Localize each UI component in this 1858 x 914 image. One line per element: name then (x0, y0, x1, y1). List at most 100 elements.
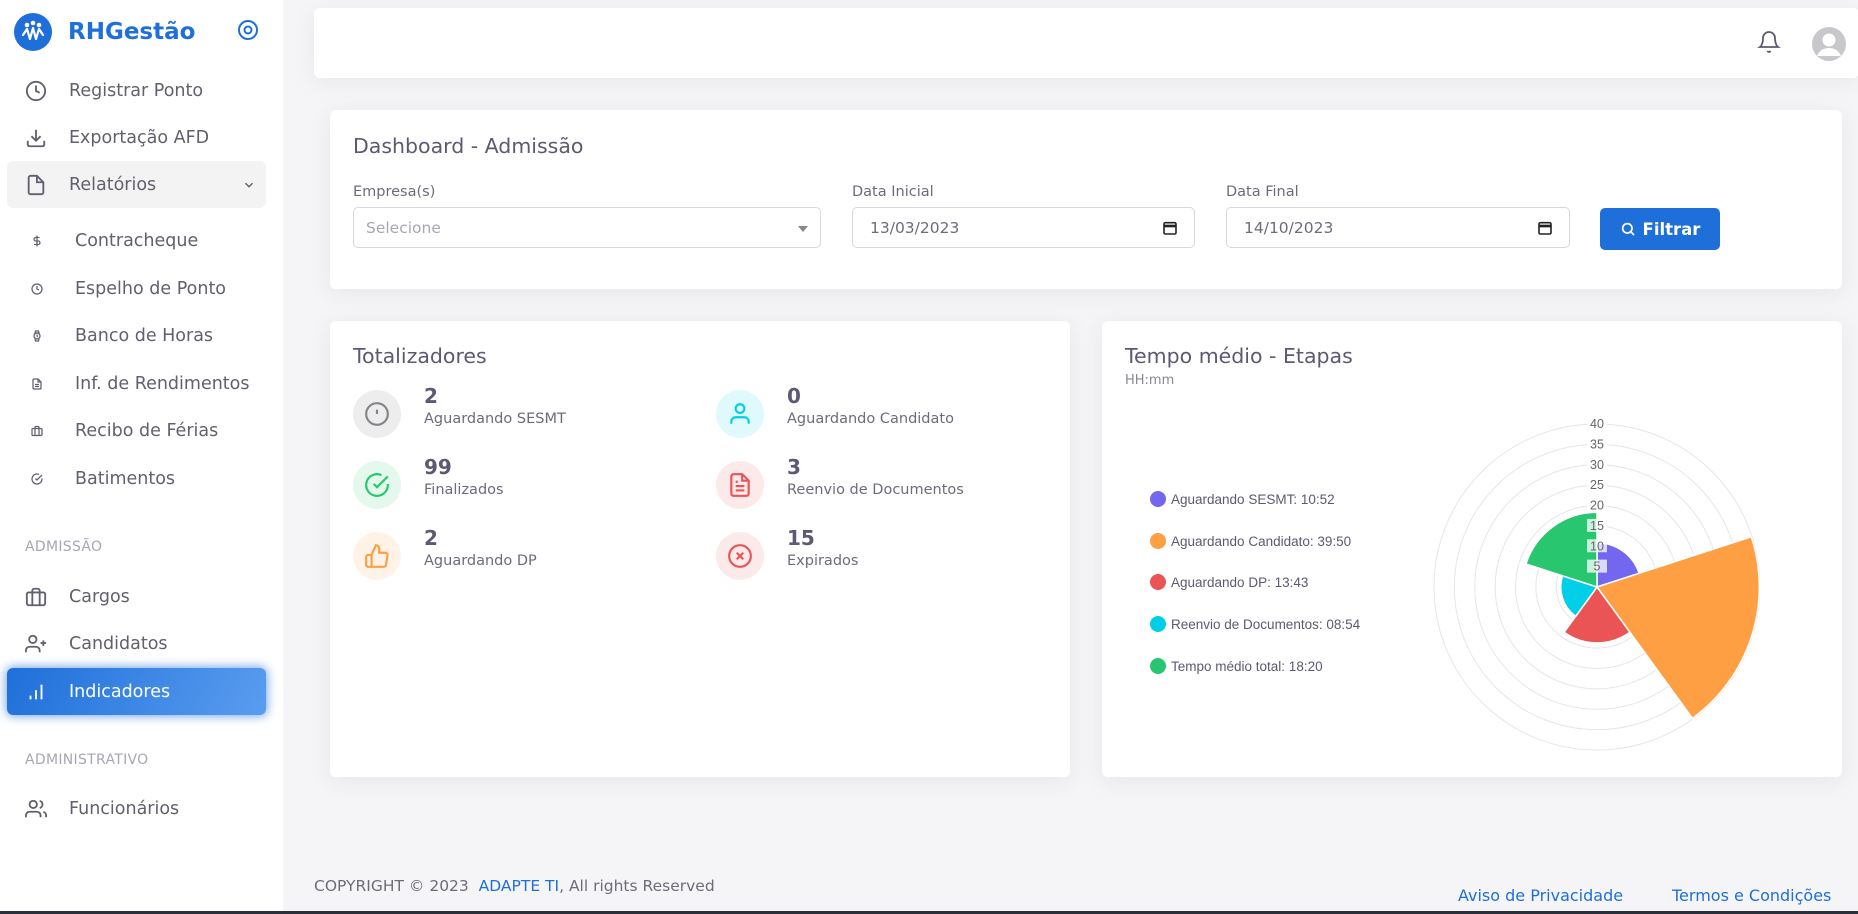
stat-label: Finalizados (424, 482, 504, 498)
sidebar-item-banco-de-horas[interactable]: Banco de Horas (7, 312, 266, 359)
polar-slice (1595, 535, 1760, 720)
stat-value: 2 (424, 526, 438, 550)
clock-icon (23, 78, 49, 104)
tick-label: 15 (1590, 519, 1604, 533)
stat-value: 0 (787, 384, 801, 408)
polar-area-chart: 40 35 30 25 20 15 10 5 (1433, 417, 1760, 751)
tick-label: 35 (1590, 437, 1604, 451)
file-text-icon (30, 377, 44, 391)
brand-logo-icon (14, 13, 52, 51)
tick-label: 30 (1590, 458, 1604, 472)
legend-item-reenvio-de-documentos[interactable]: Reenvio de Documentos: 08:54 (1150, 616, 1360, 632)
tick-label: 5 (1594, 560, 1601, 574)
tick-label-bg (1587, 417, 1607, 430)
sidebar-item-label: Funcionários (69, 798, 180, 819)
legend-item-aguardando-dp[interactable]: Aguardando DP: 13:43 (1150, 574, 1308, 590)
sidebar-item-recibo-de-ferias[interactable]: Recibo de Férias (7, 407, 266, 454)
sidebar-item-label: Inf. de Rendimentos (75, 373, 250, 394)
legend-item-aguardando-sesmt[interactable]: Aguardando SESMT: 10:52 (1150, 491, 1335, 507)
x-circle-icon (716, 532, 764, 580)
filter-card: Dashboard - Admissão (330, 110, 1842, 289)
stat-value: 15 (787, 526, 815, 550)
data-inicial-label: Data Inicial (852, 184, 934, 200)
sidebar-item-label: Candidatos (69, 633, 168, 654)
legend-label: Tempo médio total: 18:20 (1171, 658, 1323, 674)
data-inicial-input[interactable]: 13/03/2023 (852, 207, 1195, 248)
terms-link[interactable]: Termos e Condições (1672, 886, 1832, 905)
sidebar-item-contracheque[interactable]: Contracheque (7, 217, 266, 264)
sidebar-item-label: Indicadores (69, 681, 171, 702)
company-link[interactable]: ADAPTE TI (478, 877, 560, 895)
data-final-value: 14/10/2023 (1244, 218, 1334, 237)
sidebar-item-label: Recibo de Férias (75, 420, 219, 441)
sidebar-item-label: Relatórios (69, 174, 157, 195)
section-label-admissao: ADMISSÃO (25, 539, 103, 555)
legend-label: Aguardando Candidato: 39:50 (1171, 533, 1352, 549)
stat-label: Reenvio de Documentos (787, 482, 964, 498)
totalizadores-title: Totalizadores (353, 344, 487, 368)
privacy-link[interactable]: Aviso de Privacidade (1458, 886, 1624, 905)
sidebar-item-batimentos[interactable]: Batimentos (7, 455, 266, 502)
calendar-icon[interactable] (1162, 220, 1178, 236)
watch-icon (30, 329, 44, 343)
sidebar-item-candidatos[interactable]: Candidatos (7, 620, 266, 667)
thumbs-up-icon (353, 532, 401, 580)
sidebar-item-relatorios[interactable]: Relatórios (7, 161, 266, 208)
tick-label: 25 (1590, 478, 1604, 492)
legend-label: Reenvio de Documentos: 08:54 (1171, 616, 1361, 632)
sidebar-item-inf-de-rendimentos[interactable]: Inf. de Rendimentos (7, 360, 266, 407)
stat-value: 3 (787, 455, 801, 479)
sidebar-item-label: Espelho de Ponto (75, 278, 227, 299)
brand[interactable]: RHGestão (14, 12, 195, 52)
brand-name: RHGestão (68, 19, 196, 45)
sidebar-item-cargos[interactable]: Cargos (7, 573, 266, 620)
sidebar-item-label: Exportação AFD (69, 127, 210, 148)
empresa-select[interactable]: Selecione (353, 207, 821, 248)
sidebar-item-espelho-de-ponto[interactable]: Espelho de Ponto (7, 265, 266, 312)
legend-item-tempo-medio-total[interactable]: Tempo médio total: 18:20 (1150, 658, 1323, 674)
file-text-icon (716, 461, 764, 509)
tick-label: 40 (1590, 417, 1604, 431)
filtrar-label: Filtrar (1642, 219, 1701, 239)
data-inicial-value: 13/03/2023 (870, 218, 960, 237)
bar-chart-icon (23, 679, 49, 705)
legend-dot (1150, 658, 1166, 674)
sidebar-item-label: Cargos (69, 586, 130, 607)
user-plus-icon (23, 631, 49, 657)
sidebar-item-label: Banco de Horas (75, 325, 214, 346)
sidebar-item-registrar-ponto[interactable]: Registrar Ponto (7, 67, 266, 114)
sidebar-collapse-toggle-icon[interactable] (236, 18, 260, 42)
footer-copyright: COPYRIGHT © 2023 ADAPTE TI, All rights R… (314, 877, 715, 895)
stat-aguardando-dp: 2 Aguardando DP (353, 526, 537, 580)
legend-item-aguardando-candidato[interactable]: Aguardando Candidato: 39:50 (1150, 533, 1351, 549)
avatar[interactable] (1811, 26, 1847, 62)
search-icon (1620, 221, 1636, 237)
bell-icon[interactable] (1757, 30, 1783, 56)
tick-label-bg (1587, 539, 1607, 553)
tick-label-bg (1587, 437, 1607, 451)
stat-label: Aguardando DP (424, 553, 537, 569)
data-final-input[interactable]: 14/10/2023 (1226, 207, 1570, 248)
stat-expirados: 15 Expirados (716, 526, 858, 580)
sidebar-item-label: Registrar Ponto (69, 80, 204, 101)
stat-aguardando-sesmt: 2 Aguardando SESMT (353, 384, 566, 438)
sidebar-item-exportacao-afd[interactable]: Exportação AFD (7, 114, 266, 161)
sidebar-item-label: Batimentos (75, 468, 176, 489)
clock-icon (30, 282, 44, 296)
sidebar-item-funcionarios[interactable]: Funcionários (7, 785, 266, 832)
tick-label-bg (1587, 518, 1607, 532)
tempo-medio-title: Tempo médio - Etapas (1125, 344, 1353, 368)
copyright-prefix: COPYRIGHT © 2023 (314, 877, 469, 895)
totalizadores-card: Totalizadores 2 Aguardando SESMT 0 Aguarda… (330, 321, 1070, 777)
sidebar-item-indicadores[interactable]: Indicadores (7, 668, 266, 715)
filtrar-button[interactable]: Filtrar (1600, 208, 1720, 250)
calendar-icon[interactable] (1537, 220, 1553, 236)
tick-label-bg (1587, 457, 1607, 471)
stat-aguardando-candidato: 0 Aguardando Candidato (716, 384, 954, 438)
legend-label: Aguardando SESMT: 10:52 (1171, 491, 1335, 507)
copyright-suffix: , All rights Reserved (559, 877, 715, 895)
top-navbar (314, 8, 1858, 78)
tick-label: 20 (1590, 499, 1604, 513)
tick-label-bg (1587, 498, 1607, 512)
tick-label: 10 (1590, 539, 1604, 553)
